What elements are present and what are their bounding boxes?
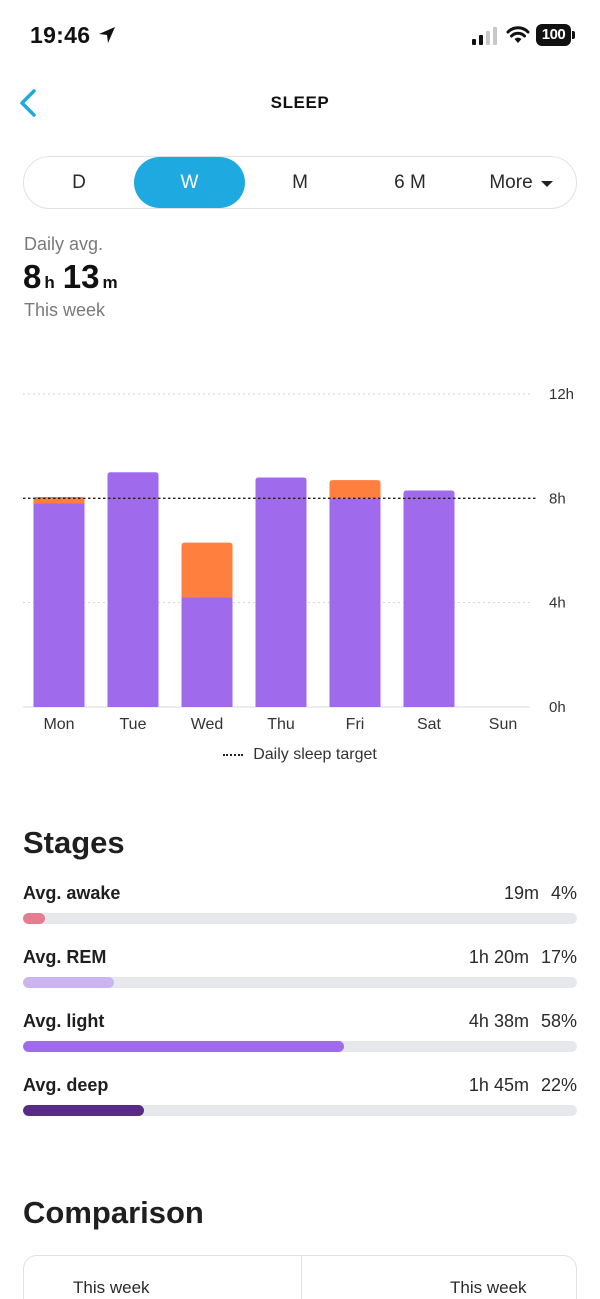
avg-minutes-unit: m xyxy=(102,273,118,292)
stage-values: 19m 4% xyxy=(504,883,577,904)
chart-legend: Daily sleep target xyxy=(0,746,600,764)
stage-progress-fill xyxy=(23,1105,144,1116)
target-line-swatch xyxy=(223,753,244,756)
caret-down-icon xyxy=(540,180,553,187)
stage-values: 4h 38m 58% xyxy=(469,1011,577,1032)
sleep-bar xyxy=(403,490,455,707)
stage-name: Avg. REM xyxy=(23,947,107,967)
x-tick-label: Sun xyxy=(489,716,517,733)
stage-name: Avg. deep xyxy=(23,1075,109,1095)
status-time: 19:46 xyxy=(30,22,91,48)
tab-six-months[interactable]: 6 M xyxy=(394,172,426,193)
stage-name: Avg. awake xyxy=(23,883,121,903)
stage-duration: 1h 20m xyxy=(468,947,529,967)
x-tick-label: Wed xyxy=(191,716,224,733)
x-tick-label: Mon xyxy=(43,716,74,733)
period-tabs: D W M 6 M More xyxy=(23,156,577,209)
sleep-chart: 12h 8h 4h 0h Mon Tue Wed Thu Fri Sat Sun Daily sle… xyxy=(0,380,600,780)
stage-progress-fill xyxy=(23,1041,345,1052)
summary-period: This week xyxy=(24,300,106,320)
y-tick-label: 12h xyxy=(549,386,574,403)
y-tick-label: 0h xyxy=(549,699,566,716)
legend-label: Daily sleep target xyxy=(253,746,377,763)
awake-bar xyxy=(181,542,233,598)
stage-row: Avg. deep 1h 45m 22% xyxy=(23,1075,577,1125)
header: SLEEP xyxy=(0,78,600,128)
stage-row: Avg. REM 1h 20m 17% xyxy=(23,947,577,997)
page-title: SLEEP xyxy=(270,93,330,112)
awake-bar xyxy=(33,497,85,504)
tab-week[interactable]: W xyxy=(134,157,245,208)
stage-percent: 58% xyxy=(540,1011,577,1031)
stage-progress-fill xyxy=(23,977,115,988)
stage-values: 1h 45m 22% xyxy=(469,1075,577,1096)
status-bar: 19:46 100 xyxy=(0,0,600,72)
avg-minutes: 13 xyxy=(62,258,100,295)
stage-duration: 4h 38m xyxy=(468,1011,529,1031)
x-tick-label: Fri xyxy=(346,716,365,733)
stage-progress-track xyxy=(23,1105,577,1116)
comparison-card[interactable]: This week This week xyxy=(23,1255,577,1299)
x-tick-label: Tue xyxy=(120,716,147,733)
stages-title: Stages xyxy=(23,825,125,860)
stage-values: 1h 20m 17% xyxy=(469,947,577,968)
location-arrow-icon xyxy=(99,27,115,43)
avg-hours: 8 xyxy=(23,258,42,295)
sleep-bar xyxy=(33,503,85,707)
stage-duration: 1h 45m xyxy=(468,1075,529,1095)
tab-more-label: More xyxy=(489,172,533,193)
sleep-bar xyxy=(181,597,233,707)
stage-percent: 22% xyxy=(540,1075,577,1095)
stage-progress-fill xyxy=(23,913,46,924)
comparison-right-label: This week xyxy=(450,1278,527,1297)
tab-more[interactable]: More xyxy=(465,157,577,208)
battery-tip xyxy=(572,31,575,39)
wifi-icon xyxy=(506,26,530,43)
comparison-divider xyxy=(301,1256,302,1299)
signal-icon xyxy=(472,27,497,45)
comparison-title: Comparison xyxy=(23,1195,204,1230)
stage-progress-track xyxy=(23,913,577,924)
daily-avg-value: 8 h 13 m xyxy=(23,258,126,296)
y-tick-label: 4h xyxy=(549,595,566,612)
stage-progress-track xyxy=(23,1041,577,1052)
comparison-left-label: This week xyxy=(73,1278,150,1297)
battery-icon: 100 xyxy=(536,24,576,46)
daily-avg-label: Daily avg. xyxy=(24,234,104,254)
stage-row: Avg. awake 19m 4% xyxy=(23,883,577,933)
back-button[interactable] xyxy=(14,84,44,122)
sleep-bar-chart: 12h 8h 4h 0h Mon Tue Wed Thu Fri Sat Sun xyxy=(23,386,574,733)
stage-percent: 4% xyxy=(550,883,577,903)
stage-row: Avg. light 4h 38m 58% xyxy=(23,1011,577,1061)
stage-progress-track xyxy=(23,977,577,988)
sleep-bar xyxy=(329,498,381,707)
stage-name: Avg. light xyxy=(23,1011,105,1031)
sleep-bar xyxy=(255,477,307,707)
avg-hours-unit: h xyxy=(44,273,55,292)
tab-day[interactable]: D xyxy=(72,172,86,193)
y-tick-label: 8h xyxy=(549,490,566,507)
awake-bar xyxy=(329,480,381,499)
stage-percent: 17% xyxy=(540,947,577,967)
x-tick-label: Sat xyxy=(417,716,442,733)
stage-duration: 19m xyxy=(503,883,539,903)
tab-month[interactable]: M xyxy=(292,172,308,193)
battery-level: 100 xyxy=(536,24,571,46)
sleep-bar xyxy=(107,472,159,707)
x-tick-label: Thu xyxy=(267,716,295,733)
